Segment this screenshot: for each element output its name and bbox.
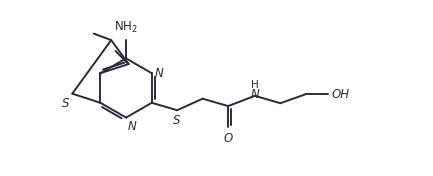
- Text: N: N: [251, 89, 260, 102]
- Text: N: N: [128, 121, 137, 133]
- Text: NH$_2$: NH$_2$: [114, 20, 138, 35]
- Text: S: S: [174, 114, 181, 127]
- Text: O: O: [223, 132, 233, 144]
- Text: S: S: [61, 97, 69, 110]
- Text: H: H: [252, 80, 259, 90]
- Text: N: N: [155, 67, 163, 80]
- Text: OH: OH: [332, 88, 350, 101]
